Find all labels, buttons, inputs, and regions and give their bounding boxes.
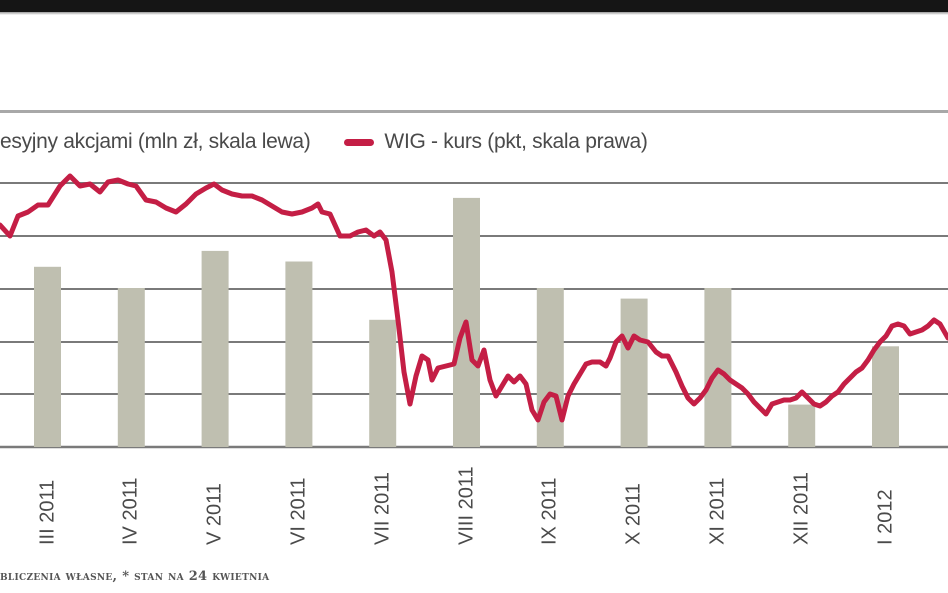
- top-bar: [0, 0, 948, 12]
- x-axis-label: VIII 2011: [455, 466, 477, 545]
- bar: [704, 288, 732, 447]
- bar: [788, 404, 816, 447]
- chart-legend: esyjny akcjami (mln zł, skala lewa) WIG …: [0, 128, 648, 156]
- bar: [369, 319, 397, 447]
- bar: [201, 250, 229, 447]
- source-note: bliczenia własne, * stan na 24 kwietnia: [0, 569, 270, 584]
- bar: [536, 288, 564, 447]
- line-series: [0, 173, 948, 423]
- bar-series: [34, 197, 899, 447]
- x-axis-label: VI 2011: [287, 477, 310, 545]
- bar: [872, 346, 899, 447]
- legend-item-line: WIG - kurs (pkt, skala prawa): [310, 130, 648, 154]
- x-axis-label: XI 2011: [706, 477, 729, 545]
- legend-item-bars: esyjny akcjami (mln zł, skala lewa): [0, 130, 311, 154]
- x-axis-label: V 2011: [203, 483, 226, 545]
- x-axis-label: IX 2011: [538, 477, 561, 545]
- bar: [117, 288, 145, 447]
- x-axis-label: X 2011: [622, 483, 645, 545]
- x-axis-label: VII 2011: [371, 471, 394, 545]
- bar: [34, 266, 61, 447]
- x-axis-label: III 2011: [36, 479, 58, 545]
- legend-label-line: WIG - kurs (pkt, skala prawa): [384, 130, 648, 153]
- bar: [285, 261, 313, 447]
- wig-line: [0, 173, 948, 423]
- line-swatch-icon: [344, 138, 375, 146]
- legend-label-bars: esyjny akcjami (mln zł, skala lewa): [0, 130, 311, 153]
- x-axis-label: I 2012: [874, 489, 896, 545]
- bar: [620, 298, 648, 447]
- header-rule: [0, 110, 948, 113]
- x-axis-label: XII 2011: [790, 471, 813, 545]
- x-axis-label: IV 2011: [119, 477, 142, 545]
- top-bar-shadow: [0, 12, 948, 15]
